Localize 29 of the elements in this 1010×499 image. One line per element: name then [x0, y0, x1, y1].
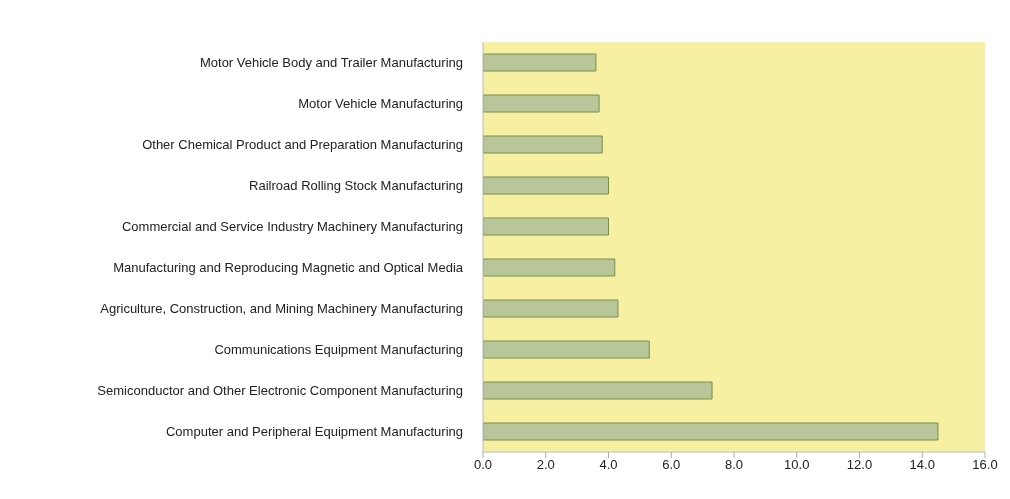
- x-tick-label: 0.0: [473, 457, 493, 473]
- x-tick-label: 8.0: [724, 457, 744, 473]
- bar: [483, 422, 939, 441]
- x-tick-label: 4.0: [599, 457, 618, 473]
- x-tick-label: 16.0: [972, 457, 998, 473]
- y-tick-label: Railroad Rolling Stock Manufacturing: [249, 178, 463, 194]
- bar: [483, 217, 609, 236]
- bar: [483, 381, 713, 400]
- y-tick-label: Manufacturing and Reproducing Magnetic and Optical Media: [113, 260, 464, 276]
- bar: [483, 340, 650, 359]
- y-tick-label: Communications Equipment Manufacturing: [214, 342, 463, 358]
- y-tick-label: Commercial and Service Industry Machinery Manufacturing: [121, 219, 463, 235]
- y-tick-label: Motor Vehicle Manufacturing: [298, 96, 463, 112]
- y-tick-label: Agriculture, Construction, and Mining Machinery Manufacturing: [100, 301, 463, 317]
- y-tick-label: Semiconductor and Other Electronic Component Manufacturing: [97, 383, 463, 399]
- x-tick-label: 2.0: [536, 457, 555, 473]
- y-tick-label: Computer and Peripheral Equipment Manufacturing: [165, 424, 463, 440]
- y-tick-label: Motor Vehicle Body and Trailer Manufacturing: [199, 55, 463, 71]
- bar: [483, 94, 600, 113]
- x-tick-label: 12.0: [846, 457, 873, 473]
- bar: [483, 53, 597, 72]
- bar: [483, 299, 619, 318]
- bar: [483, 258, 616, 277]
- x-tick-label: 6.0: [662, 457, 681, 473]
- bar: [483, 135, 603, 154]
- bar: [483, 176, 609, 195]
- y-tick-label: Other Chemical Product and Preparation Manufacturing: [142, 137, 463, 153]
- x-tick-label: 10.0: [784, 457, 810, 473]
- x-tick-label: 14.0: [909, 457, 935, 473]
